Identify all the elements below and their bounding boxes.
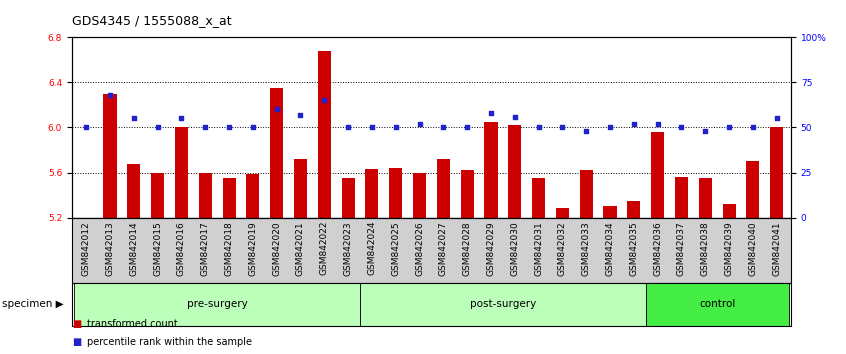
Point xyxy=(341,125,354,130)
Point xyxy=(317,98,331,103)
Text: GSM842014: GSM842014 xyxy=(129,221,138,276)
Point xyxy=(460,125,474,130)
Point xyxy=(484,110,497,116)
Bar xyxy=(437,159,450,218)
Text: GSM842029: GSM842029 xyxy=(486,221,496,276)
Bar xyxy=(103,93,117,218)
Text: ■: ■ xyxy=(72,319,81,329)
Point xyxy=(603,125,617,130)
Text: GSM842016: GSM842016 xyxy=(177,221,186,276)
Text: GSM842040: GSM842040 xyxy=(749,221,757,276)
Text: GSM842036: GSM842036 xyxy=(653,221,662,276)
Text: GSM842031: GSM842031 xyxy=(534,221,543,276)
Text: GSM842023: GSM842023 xyxy=(343,221,353,276)
Bar xyxy=(603,206,617,218)
Text: GSM842018: GSM842018 xyxy=(224,221,233,276)
Point xyxy=(508,114,522,119)
Text: GSM842027: GSM842027 xyxy=(439,221,448,276)
Bar xyxy=(722,204,736,218)
Bar xyxy=(699,178,711,218)
Point xyxy=(627,121,640,127)
Text: pre-surgery: pre-surgery xyxy=(187,299,248,309)
Text: GSM842017: GSM842017 xyxy=(201,221,210,276)
Point xyxy=(532,125,546,130)
Text: GSM842035: GSM842035 xyxy=(629,221,639,276)
Text: GSM842041: GSM842041 xyxy=(772,221,781,276)
Bar xyxy=(342,178,354,218)
Point xyxy=(651,121,664,127)
Point xyxy=(294,112,307,118)
Text: GSM842012: GSM842012 xyxy=(82,221,91,276)
Point xyxy=(675,125,689,130)
Point xyxy=(246,125,260,130)
Text: GSM842019: GSM842019 xyxy=(249,221,257,276)
Point xyxy=(365,125,379,130)
Bar xyxy=(199,173,212,218)
Bar xyxy=(770,127,783,218)
Bar xyxy=(627,201,640,218)
Point xyxy=(127,115,140,121)
Text: control: control xyxy=(699,299,735,309)
Point xyxy=(770,115,783,121)
Text: post-surgery: post-surgery xyxy=(470,299,536,309)
Point xyxy=(199,125,212,130)
Text: GSM842038: GSM842038 xyxy=(700,221,710,276)
Text: GSM842032: GSM842032 xyxy=(558,221,567,276)
Point xyxy=(746,125,760,130)
Point xyxy=(437,125,450,130)
Text: specimen ▶: specimen ▶ xyxy=(2,299,63,309)
Bar xyxy=(318,51,331,218)
Point xyxy=(413,121,426,127)
Text: GSM842030: GSM842030 xyxy=(510,221,519,276)
Point xyxy=(722,125,736,130)
Bar xyxy=(675,177,688,218)
Bar xyxy=(580,170,593,218)
Bar xyxy=(532,178,545,218)
Point xyxy=(222,125,236,130)
Point xyxy=(151,125,164,130)
Text: GSM842033: GSM842033 xyxy=(582,221,591,276)
Bar xyxy=(222,178,236,218)
Text: transformed count: transformed count xyxy=(87,319,178,329)
Bar xyxy=(127,164,140,218)
Text: GSM842021: GSM842021 xyxy=(296,221,305,276)
Bar xyxy=(246,174,260,218)
Bar xyxy=(556,207,569,218)
Bar xyxy=(413,173,426,218)
Text: GSM842022: GSM842022 xyxy=(320,221,329,275)
Text: GSM842015: GSM842015 xyxy=(153,221,162,276)
Point xyxy=(389,125,403,130)
Bar xyxy=(365,169,378,218)
Text: GDS4345 / 1555088_x_at: GDS4345 / 1555088_x_at xyxy=(72,14,232,27)
Bar xyxy=(270,88,283,218)
Bar xyxy=(651,132,664,218)
Text: GSM842024: GSM842024 xyxy=(367,221,376,275)
Bar xyxy=(746,161,760,218)
Text: GSM842039: GSM842039 xyxy=(725,221,733,276)
Text: percentile rank within the sample: percentile rank within the sample xyxy=(87,337,252,347)
Bar xyxy=(460,170,474,218)
Bar xyxy=(175,127,188,218)
Text: GSM842025: GSM842025 xyxy=(391,221,400,276)
Text: GSM842013: GSM842013 xyxy=(106,221,114,276)
Text: GSM842026: GSM842026 xyxy=(415,221,424,276)
Bar xyxy=(389,168,403,218)
Point xyxy=(556,125,569,130)
Text: GSM842037: GSM842037 xyxy=(677,221,686,276)
Text: GSM842034: GSM842034 xyxy=(606,221,614,276)
Point xyxy=(174,115,188,121)
Point xyxy=(580,128,593,134)
Text: GSM842020: GSM842020 xyxy=(272,221,281,276)
Bar xyxy=(294,159,307,218)
Bar xyxy=(508,125,521,218)
Point xyxy=(699,128,712,134)
Point xyxy=(80,125,93,130)
Point xyxy=(270,107,283,112)
Point xyxy=(103,92,117,98)
Text: GSM842028: GSM842028 xyxy=(463,221,472,276)
Text: ■: ■ xyxy=(72,337,81,347)
Bar xyxy=(485,122,497,218)
Bar xyxy=(151,173,164,218)
